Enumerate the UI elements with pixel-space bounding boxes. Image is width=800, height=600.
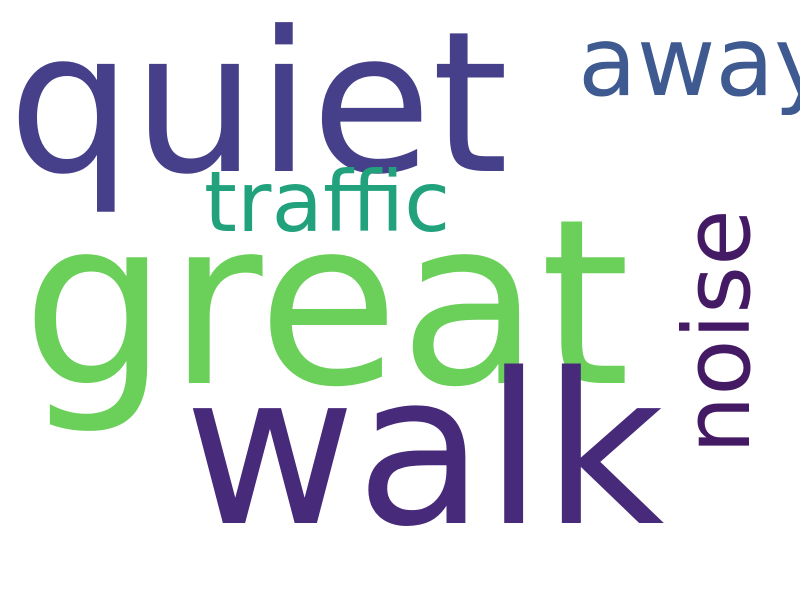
word-quiet: quiet — [8, 0, 509, 218]
word-walk: walk — [184, 328, 665, 573]
word-traffic: traffic — [204, 153, 451, 251]
word-great: great — [22, 171, 631, 438]
word-away: away — [578, 6, 800, 118]
word-noise: noise — [664, 209, 771, 454]
